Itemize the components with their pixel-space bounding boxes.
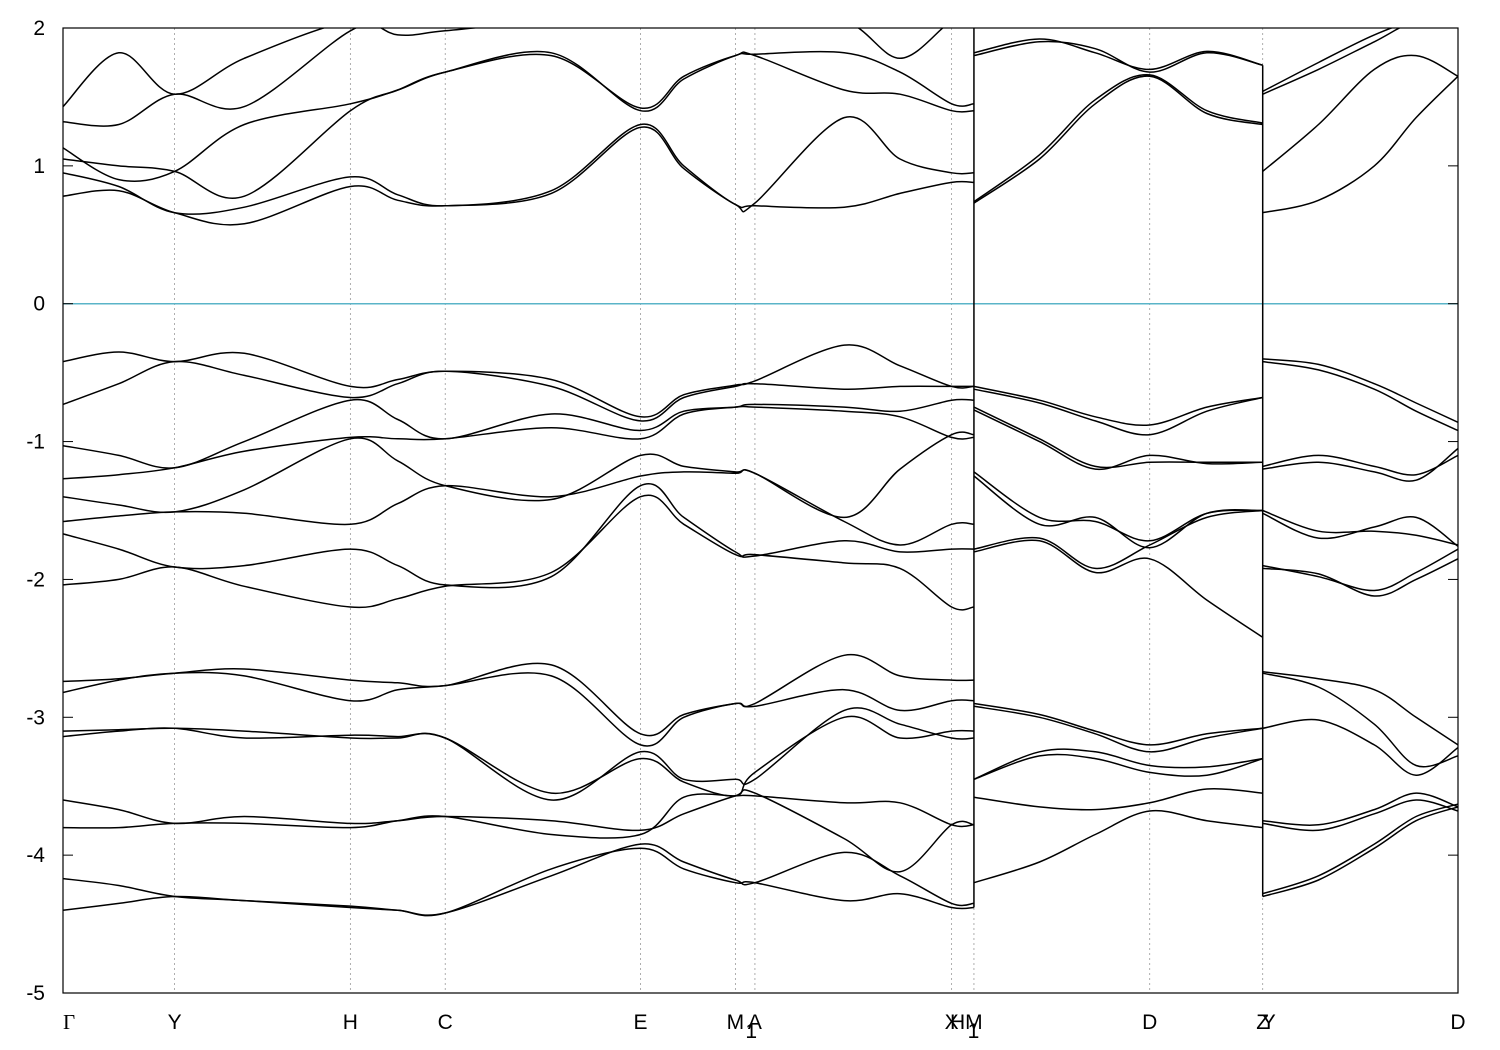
y-tick-label: -1 (26, 431, 45, 454)
band-line-seg3-1 (1262, 806, 1458, 898)
x-kpoint-label: M (965, 1011, 983, 1034)
segment-breaks (973, 28, 1264, 908)
band-line-seg1-10 (63, 483, 974, 589)
plot-frame (62, 27, 1459, 994)
band-line-seg3-13 (1262, 454, 1458, 476)
x-kpoint-label: Z (1256, 1011, 1269, 1034)
band-line-seg2-7 (973, 539, 1264, 638)
band-line-seg2-10 (973, 471, 1263, 542)
y-tick-label: -5 (26, 982, 45, 1005)
band-line-seg2-12 (973, 406, 1263, 469)
band-line-seg1-16 (63, 344, 974, 418)
band-line-seg2-11 (973, 409, 1263, 470)
x-kpoint-label: D (1450, 1011, 1465, 1034)
band-line-seg3-14 (1262, 360, 1458, 432)
x-kpoint-label: C (438, 1011, 453, 1034)
y-axis: 2 1 0 -1 -2 -3 -4 -5 (26, 17, 1458, 1005)
band-line-seg1-8 (63, 653, 974, 737)
band-line-seg3-7 (1262, 671, 1458, 746)
band-line-seg1-5 (63, 715, 974, 797)
x-kpoint-label: D (1142, 1011, 1157, 1034)
band-line-seg2-15 (973, 75, 1263, 204)
band-line-seg1-11 (63, 469, 974, 546)
x-kpoint-subscript: 1 (968, 1020, 980, 1043)
band-line-seg3-2 (1262, 803, 1458, 895)
y-tick-label: 1 (33, 155, 45, 178)
band-line-seg3-10 (1262, 512, 1458, 547)
band-line-seg2-8 (973, 509, 1263, 570)
y-tick-label: -3 (26, 706, 45, 729)
y-tick-label: 2 (33, 17, 45, 40)
y-tick-label: 0 (33, 293, 45, 316)
band-line-seg3-11 (1262, 509, 1458, 546)
band-line-seg3-16 (1262, 75, 1458, 214)
band-line-seg1-7 (63, 671, 974, 747)
x-kpoint-label: H (343, 1011, 358, 1034)
band-line-seg1-18 (63, 115, 974, 215)
band-line-seg3-9 (1262, 558, 1458, 597)
x-kpoint-label: Y (1262, 1011, 1276, 1034)
band-line-seg2-16 (973, 74, 1263, 203)
band-line-seg2-5 (973, 705, 1263, 753)
band-line-seg1-3 (63, 793, 974, 839)
x-kpoint-label: E (634, 1011, 648, 1034)
band-line-seg1-1 (63, 847, 974, 917)
band-line-seg2-13 (973, 388, 1263, 436)
x-kpoint-label: M (727, 1011, 745, 1034)
x-axis: Γ Y H C E M 1A XH 1M D ZY D (63, 1010, 1466, 1043)
x-kpoint-label: A (748, 1011, 762, 1034)
bands (63, 28, 1458, 917)
band-line-seg1-12 (63, 431, 975, 519)
band-line-seg3-3 (1262, 799, 1458, 832)
band-line-seg2-1 (973, 809, 1263, 884)
band-line-seg1-2 (63, 843, 974, 916)
band-line-seg3-15 (1262, 358, 1458, 423)
x-kpoint-label: Y (168, 1011, 182, 1034)
kpoint-gridlines (174, 28, 1264, 993)
band-line-seg2-3 (973, 753, 1263, 781)
band-line-seg1-17 (63, 126, 974, 226)
band-line-seg3-18 (1262, 28, 1401, 95)
band-line-seg1-19 (63, 51, 974, 199)
band-line-seg1-22 (63, 28, 944, 108)
x-kpoint-label: Γ (63, 1010, 75, 1034)
band-line-seg1-15 (63, 360, 974, 422)
band-line-seg3-8 (1262, 548, 1458, 592)
band-line-seg3-6 (1262, 672, 1458, 768)
y-tick-label: -4 (26, 844, 45, 867)
band-line-seg1-4 (63, 789, 975, 873)
band-line-seg2-14 (973, 385, 1263, 427)
band-line-seg1-6 (63, 707, 974, 801)
band-line-seg3-5 (1262, 718, 1458, 776)
x-kpoint-label: H (950, 1011, 965, 1034)
band-line-seg3-12 (1262, 447, 1458, 482)
band-line-seg1-21 (63, 28, 358, 127)
band-line-seg2-18 (973, 38, 1263, 71)
band-line-seg2-4 (973, 748, 1263, 780)
band-line-seg1-13 (63, 405, 974, 480)
x-kpoint-label: X (945, 1011, 959, 1034)
band-line-seg3-4 (1262, 792, 1458, 826)
x-kpoint-subscript: 1 (745, 1020, 757, 1043)
band-line-seg2-6 (973, 702, 1263, 746)
y-tick-label: -2 (26, 568, 45, 591)
band-line-seg1-20 (63, 50, 974, 183)
band-line-seg2-2 (973, 787, 1263, 811)
band-line-seg3-17 (1262, 54, 1458, 172)
band-line-seg3-19 (1262, 28, 1394, 93)
band-line-seg1-14 (63, 398, 974, 469)
band-line-seg2-17 (973, 40, 1263, 73)
